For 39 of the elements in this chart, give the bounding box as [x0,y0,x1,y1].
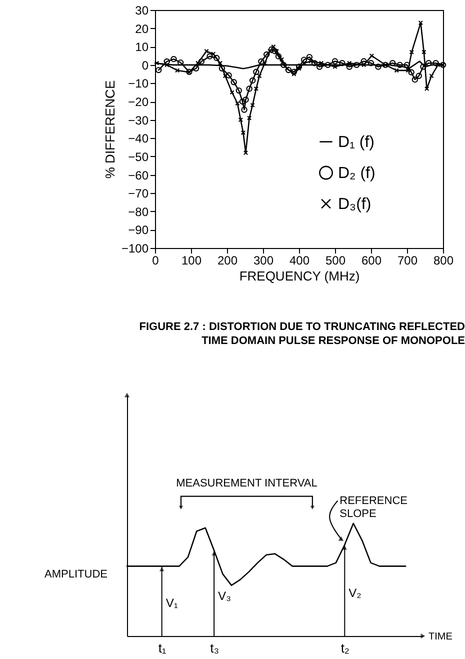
text: REFERENCE SLOPE [340,494,408,520]
x-tick-label: 700 [397,254,418,268]
y-tick-label: −100 [121,242,149,256]
y-tick-label: −70 [128,186,149,201]
y-tick-label: 0 [142,58,149,72]
y-axis-title: AMPLITUDE [44,568,108,581]
caption: FIGURE 2.7 : DISTORTION DUE TO TRUNCATING REFLECTED TIME DOMAIN PULSE RESPONSE OF MONOPOLE [139,321,465,347]
y-tick-label: −20 [128,95,149,110]
y-axis-title: % DIFFERENCE [102,80,118,179]
x-tick-label: 800 [433,254,454,268]
y-tick-label: −90 [128,223,149,238]
x-axis-title: FREQUENCY (MHz) [239,268,360,284]
x-tick-label: 0 [152,254,160,268]
y-tick-label: −30 [128,113,149,128]
x-tick-label: 300 [253,254,274,268]
y-tick-label: 30 [135,4,149,18]
x-tick-label: 200 [217,254,238,268]
y-tick-label: 20 [135,22,149,36]
x-tick-label: t₃ [210,640,220,656]
y-tick-label: −50 [128,150,149,164]
legend-label: D₃(f) [338,196,372,213]
x-tick-label: 500 [325,254,346,268]
x-tick-label: t₁ [158,640,167,656]
y-tick-label: 10 [135,40,149,54]
text: MEASUREMENT INTERVAL [176,477,318,490]
y-tick-label: −60 [128,168,149,182]
x-tick-label: 100 [181,254,202,268]
x-tick-label: 400 [289,254,310,268]
y-tick-label: −10 [128,76,149,91]
y-tick-label: −40 [128,132,149,146]
annotation: V₁ [166,596,178,610]
annotation: V₃ [218,588,232,603]
x-tick-label: 600 [361,254,382,268]
x-axis-title: TIME [428,632,453,642]
legend-label: D₂ (f) [338,164,376,182]
y-tick-label: −80 [128,204,149,219]
x-tick-label: t₂ [340,640,350,656]
annotation: V₂ [348,586,362,600]
legend-label: D₁ (f) [338,134,374,151]
